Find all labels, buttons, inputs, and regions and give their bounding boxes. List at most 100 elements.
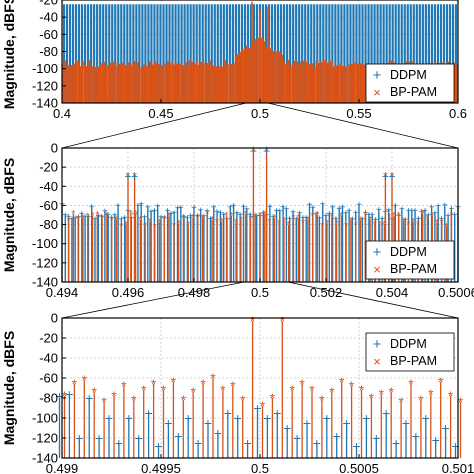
bppam-point: *	[430, 212, 434, 223]
ddpm-point: +	[234, 208, 240, 219]
ddpm-point: +	[412, 428, 420, 444]
y-tick-label: -20	[39, 331, 58, 346]
bppam-point: *	[329, 384, 335, 400]
bppam-point: *	[270, 390, 276, 406]
ddpm-point: +	[316, 213, 322, 224]
ddpm-point: +	[85, 212, 91, 223]
panel-middle-marks: ++++++++++++++++++++++++++++++++++ ++++++…	[59, 144, 461, 282]
ddpm-point: +	[244, 204, 250, 215]
bppam-point: *	[205, 209, 209, 220]
bppam-point: *	[111, 388, 117, 404]
bppam-point: *	[406, 219, 410, 230]
ddpm-point: +	[422, 410, 430, 426]
ddpm-point: +	[224, 405, 232, 421]
bppam-point: *	[392, 211, 396, 222]
ddpm-point: +	[115, 435, 123, 451]
ddpm-point: +	[208, 214, 214, 225]
legend-bppam-label: BP-PAM	[390, 354, 437, 368]
ddpm-point: +	[145, 405, 153, 421]
ddpm-point: +	[118, 215, 124, 226]
ddpm-point: +	[112, 211, 118, 222]
bppam-point: *	[408, 376, 414, 392]
bppam-point: *	[260, 398, 266, 414]
ddpm-point: +	[158, 212, 164, 223]
bppam-point: *	[368, 215, 372, 226]
ddpm-point: +	[293, 215, 299, 226]
y-tick-label: -60	[39, 371, 58, 386]
bppam-point: *	[263, 209, 267, 220]
ddpm-point: +	[227, 203, 233, 214]
bppam-point: *	[71, 209, 75, 220]
ddpm-point: +	[300, 213, 306, 224]
ddpm-point: +	[204, 415, 212, 431]
ddpm-point: +	[168, 209, 174, 220]
panel-bottom-marks: + * + * + * + * + * + * + * + * + * + * + * + * + * + * + * + * + * + * + * + *…	[55, 313, 464, 458]
ddpm-point: +	[362, 410, 370, 426]
x-tick-label: 0.502	[310, 285, 343, 300]
bppam-point: *	[416, 220, 420, 231]
y-tick-label: -20	[39, 160, 58, 175]
bppam-point: *	[190, 384, 196, 400]
ddpm-peak-point: +	[382, 170, 389, 184]
bppam-point: *	[349, 378, 355, 394]
ddpm-point: +	[442, 420, 450, 436]
bppam-point: *	[402, 216, 406, 227]
y-tick-label: -80	[39, 217, 58, 232]
y-tick-label: -140	[32, 275, 58, 290]
bppam-point: *	[458, 394, 464, 410]
ddpm-point: +	[263, 410, 271, 426]
bppam-point: *	[230, 378, 236, 394]
ddpm-point: +	[363, 208, 369, 219]
bppam-point: *	[248, 214, 252, 225]
bppam-point: *	[131, 392, 137, 408]
bppam-point: *	[277, 218, 281, 229]
y-tick-label: -80	[39, 44, 58, 59]
bppam-peak-point: *	[132, 170, 137, 184]
ddpm-point: +	[135, 430, 143, 446]
x-tick-label: 0.5	[251, 285, 269, 300]
ddpm-point: +	[184, 213, 190, 224]
legend-box	[365, 63, 455, 103]
ddpm-point: +	[175, 204, 181, 215]
legend-bppam-marker: ×	[373, 85, 381, 100]
zoom-connector-2	[61, 281, 459, 319]
legend-ddpm-marker: +	[373, 244, 382, 261]
bppam-point: *	[134, 209, 138, 220]
bppam-point: *	[201, 213, 205, 224]
bppam-point: *	[191, 213, 195, 224]
ddpm-point: +	[171, 208, 177, 219]
bppam-point: *	[349, 216, 353, 227]
ddpm-point: +	[356, 200, 362, 211]
ddpm-point: +	[214, 207, 220, 218]
ddpm-point: +	[95, 211, 101, 222]
ddpm-point: +	[247, 210, 253, 221]
bppam-point: *	[388, 384, 394, 400]
bppam-point: *	[240, 392, 246, 408]
bppam-point: *	[448, 388, 454, 404]
bppam-point: *	[315, 210, 319, 221]
bppam-point: *	[141, 382, 147, 398]
ddpm-point: +	[376, 205, 382, 216]
y-tick-label: -140	[32, 451, 58, 466]
ddpm-point: +	[323, 211, 329, 222]
ddpm-point: +	[313, 435, 321, 451]
bppam-point: *	[158, 218, 162, 229]
bppam-point: *	[387, 212, 391, 223]
bppam-point: *	[81, 213, 85, 224]
ddpm-point: +	[164, 415, 172, 431]
ddpm-point: +	[188, 211, 194, 222]
bppam-point: *	[268, 217, 272, 228]
panel-middle: ++++++++++++++++++++++++++++++++++ ++++++…	[1, 141, 474, 301]
bppam-point: *	[200, 376, 206, 392]
ddpm-point: +	[99, 212, 105, 223]
bppam-point: *	[138, 215, 142, 226]
bppam-point: *	[398, 394, 404, 410]
ddpm-point: +	[451, 438, 459, 454]
ddpm-point: +	[448, 204, 454, 215]
ddpm-point: +	[425, 211, 431, 222]
bppam-point: *	[151, 376, 157, 392]
ddpm-point: +	[372, 430, 380, 446]
ddpm-point: +	[349, 215, 355, 226]
